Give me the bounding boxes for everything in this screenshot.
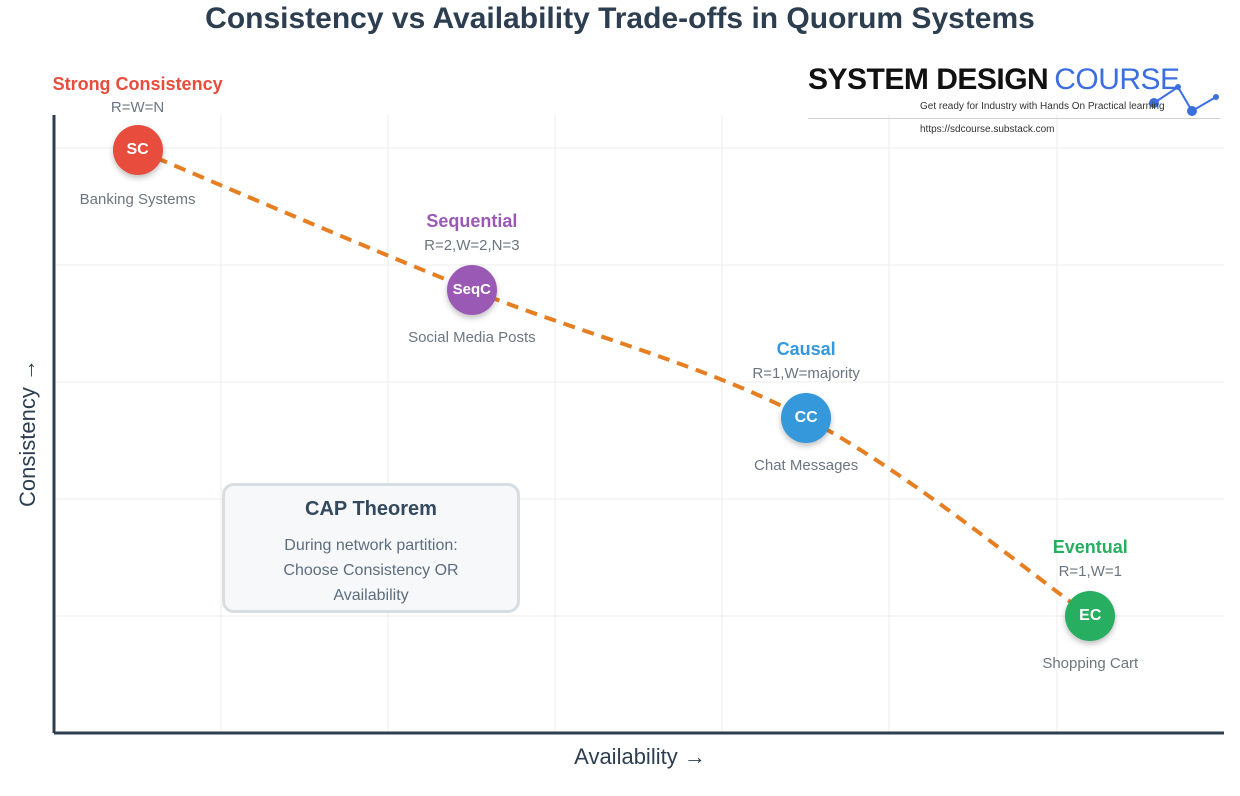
brand-divider [808, 118, 1220, 119]
page-title: Consistency vs Availability Trade-offs i… [205, 2, 1035, 35]
node-circle-strong[interactable]: SC [112, 124, 163, 175]
brand-url: https://sdcourse.substack.com [920, 124, 1055, 135]
node-label-causal: Causal [776, 339, 836, 360]
node-example-eventual: Shopping Cart [1042, 655, 1139, 673]
node-circle-sequential[interactable]: SeqC [446, 264, 497, 315]
node-params-strong: R=W=N [110, 98, 165, 116]
brand-logo: SYSTEM DESIGN COURSE Get ready for Indust… [808, 55, 1220, 137]
node-label-strong: Strong Consistency [52, 73, 223, 94]
node-example-sequential: Social Media Posts [408, 328, 536, 346]
node-params-causal: R=1,W=majority [752, 365, 860, 383]
x-axis-label: Availability → [574, 744, 706, 769]
cap-theorem-title: CAP Theorem [305, 498, 437, 520]
node-params-sequential: R=2,W=2,N=3 [424, 236, 520, 254]
cap-line-3: Availability [333, 587, 409, 604]
node-circle-causal[interactable]: CC [781, 393, 832, 444]
brand-name-main: SYSTEM DESIGN [808, 63, 1049, 96]
node-example-strong: Banking Systems [79, 190, 196, 208]
cap-theorem-box: CAP Theorem During network partition: Ch… [222, 483, 520, 613]
cap-theorem-text: During network partition: Choose Consist… [225, 533, 517, 608]
node-circle-eventual[interactable]: EC [1065, 591, 1116, 642]
node-label-eventual: Eventual [1052, 537, 1128, 558]
cap-line-1: During network partition: [284, 537, 458, 554]
node-params-eventual: R=1,W=1 [1058, 563, 1122, 581]
brand-sparkline-icon [1149, 84, 1219, 116]
grid-lines [54, 115, 1224, 733]
brand-name-accent: COURSE [1054, 63, 1180, 96]
cap-line-2: Choose Consistency OR [283, 562, 459, 579]
y-axis-label: Consistency → [15, 359, 40, 507]
node-example-causal: Chat Messages [754, 457, 859, 475]
node-label-sequential: Sequential [426, 210, 518, 231]
brand-tagline: Get ready for Industry with Hands On Pra… [920, 101, 1165, 112]
brand-name: SYSTEM DESIGN COURSE [808, 63, 1180, 97]
